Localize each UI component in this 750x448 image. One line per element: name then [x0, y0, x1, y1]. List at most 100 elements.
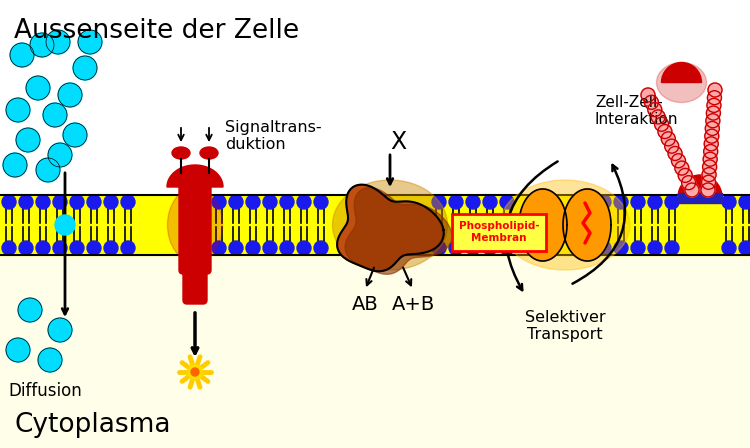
Circle shape [70, 241, 84, 255]
Ellipse shape [167, 188, 223, 263]
Circle shape [500, 195, 514, 209]
Circle shape [212, 195, 226, 209]
Circle shape [466, 241, 480, 255]
Circle shape [36, 241, 50, 255]
Circle shape [46, 30, 70, 54]
Circle shape [18, 298, 42, 322]
Circle shape [280, 241, 294, 255]
Circle shape [704, 137, 718, 151]
Circle shape [314, 195, 328, 209]
Bar [0, 195, 750, 255]
FancyBboxPatch shape [452, 214, 546, 251]
Circle shape [432, 241, 446, 255]
Circle shape [708, 83, 722, 97]
FancyBboxPatch shape [183, 256, 207, 304]
Ellipse shape [200, 147, 218, 159]
Wedge shape [662, 63, 701, 82]
Circle shape [63, 123, 87, 147]
Circle shape [665, 241, 679, 255]
Text: Phospholipid-
Membran: Phospholipid- Membran [459, 221, 539, 243]
Circle shape [648, 103, 662, 116]
Circle shape [48, 318, 72, 342]
Text: Signaltrans-
duktion: Signaltrans- duktion [225, 120, 322, 152]
Circle shape [644, 95, 658, 109]
Circle shape [449, 241, 463, 255]
Circle shape [229, 195, 243, 209]
Circle shape [78, 30, 102, 54]
Circle shape [685, 183, 699, 197]
Circle shape [280, 195, 294, 209]
Circle shape [664, 139, 679, 153]
Circle shape [191, 368, 199, 376]
Circle shape [314, 241, 328, 255]
Text: Cytoplasma: Cytoplasma [14, 412, 170, 438]
Circle shape [121, 195, 135, 209]
Circle shape [500, 241, 514, 255]
Ellipse shape [172, 147, 190, 159]
Circle shape [16, 128, 40, 152]
Polygon shape [345, 188, 452, 274]
Circle shape [614, 241, 628, 255]
Circle shape [466, 195, 480, 209]
Circle shape [722, 241, 736, 255]
Wedge shape [678, 175, 722, 197]
Ellipse shape [656, 63, 706, 103]
Circle shape [665, 195, 679, 209]
Circle shape [246, 195, 260, 209]
Circle shape [631, 241, 645, 255]
Circle shape [2, 241, 16, 255]
Circle shape [297, 195, 311, 209]
Circle shape [682, 176, 695, 190]
Ellipse shape [500, 180, 630, 270]
Circle shape [87, 241, 101, 255]
Circle shape [704, 152, 717, 166]
Circle shape [104, 241, 118, 255]
Circle shape [2, 195, 16, 209]
Circle shape [30, 33, 54, 57]
Circle shape [55, 215, 75, 235]
Circle shape [6, 338, 30, 362]
Circle shape [483, 195, 497, 209]
Circle shape [246, 241, 260, 255]
Circle shape [70, 195, 84, 209]
Circle shape [19, 195, 33, 209]
Polygon shape [519, 189, 567, 261]
Circle shape [212, 241, 226, 255]
Circle shape [188, 365, 202, 379]
Circle shape [678, 168, 692, 182]
Text: Selektiver
Transport: Selektiver Transport [525, 310, 605, 342]
Circle shape [651, 110, 665, 124]
FancyBboxPatch shape [179, 176, 211, 274]
Circle shape [707, 90, 722, 105]
Circle shape [648, 195, 662, 209]
Circle shape [668, 146, 682, 160]
Text: X: X [390, 130, 406, 154]
Circle shape [73, 56, 97, 80]
Circle shape [43, 103, 67, 127]
Circle shape [671, 154, 686, 168]
Circle shape [631, 195, 645, 209]
Circle shape [701, 183, 715, 197]
Circle shape [48, 143, 72, 167]
Circle shape [705, 129, 718, 143]
Polygon shape [338, 185, 444, 271]
Circle shape [58, 83, 82, 107]
Circle shape [10, 43, 34, 67]
Ellipse shape [332, 180, 448, 270]
Circle shape [702, 168, 716, 181]
Circle shape [38, 348, 62, 372]
Circle shape [3, 153, 27, 177]
Circle shape [707, 99, 721, 112]
Circle shape [739, 195, 750, 209]
Circle shape [722, 195, 736, 209]
Bar [0, 195, 750, 448]
Circle shape [121, 241, 135, 255]
Circle shape [703, 160, 716, 174]
Circle shape [655, 117, 668, 131]
Circle shape [705, 121, 719, 135]
Circle shape [26, 76, 50, 100]
Circle shape [706, 114, 720, 128]
Circle shape [449, 195, 463, 209]
Circle shape [229, 241, 243, 255]
Circle shape [297, 241, 311, 255]
